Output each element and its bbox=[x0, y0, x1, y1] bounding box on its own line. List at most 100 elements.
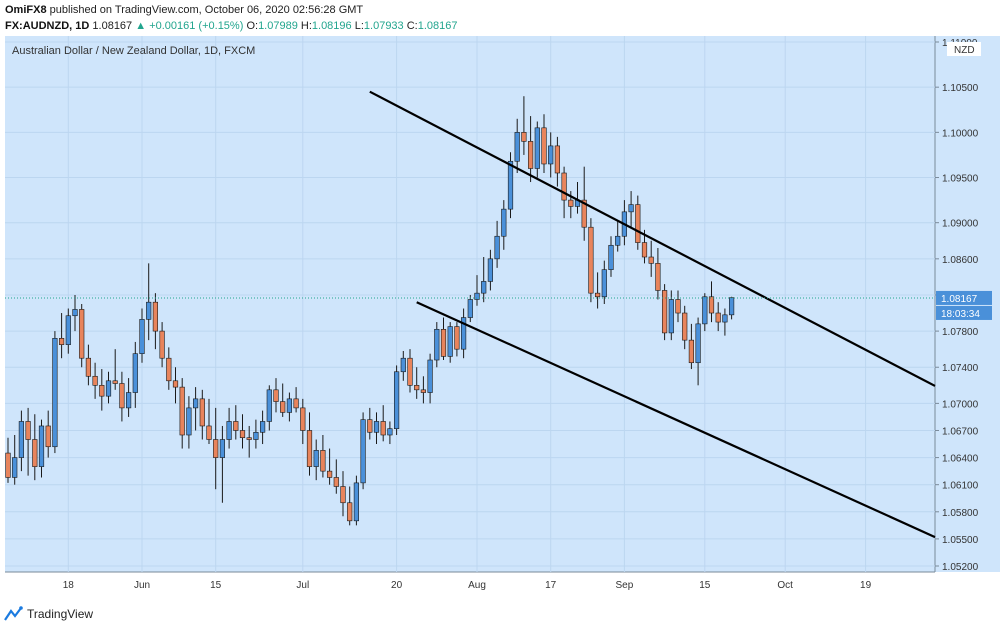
x-tick-label: Jul bbox=[296, 580, 309, 591]
candle-body bbox=[219, 439, 226, 458]
candle-body bbox=[454, 326, 460, 350]
candle-body bbox=[387, 428, 393, 436]
candle-body bbox=[286, 398, 293, 413]
candle-body bbox=[527, 141, 534, 169]
candle-body bbox=[259, 421, 266, 433]
candle-body bbox=[514, 132, 520, 162]
x-tick-label: Sep bbox=[616, 580, 634, 591]
candle-body bbox=[58, 338, 65, 345]
x-tick-label: 17 bbox=[545, 580, 557, 591]
x-tick-label: Jun bbox=[134, 580, 150, 591]
candle-body bbox=[420, 389, 427, 393]
candle-body bbox=[393, 371, 400, 429]
candle-body bbox=[695, 323, 701, 364]
candle-body bbox=[25, 421, 31, 440]
grid bbox=[5, 36, 935, 572]
candle-body bbox=[239, 430, 246, 439]
low-label: L: bbox=[354, 20, 364, 32]
y-tick-label: 1.09000 bbox=[942, 219, 979, 230]
x-tick-label: Oct bbox=[777, 580, 793, 591]
published-text: published on TradingView.com, October 06… bbox=[49, 4, 364, 16]
candle-body bbox=[18, 421, 25, 458]
candle-body bbox=[507, 160, 514, 210]
y-tick-label: 1.07400 bbox=[942, 363, 979, 374]
price-tag-text: 1.08167 bbox=[941, 294, 978, 305]
y-tick-label: 1.10500 bbox=[942, 83, 979, 94]
candle-body bbox=[273, 389, 279, 402]
y-tick-label: 1.06400 bbox=[942, 454, 979, 465]
countdown-bg bbox=[936, 305, 992, 320]
candle-body bbox=[728, 297, 735, 316]
candle-body bbox=[132, 353, 138, 393]
candle-body bbox=[541, 127, 547, 165]
candle-body bbox=[340, 486, 346, 504]
publisher-name[interactable]: OmiFX8 bbox=[5, 4, 47, 16]
symbol: FX:AUDNZD, 1D bbox=[5, 20, 90, 32]
candle-body bbox=[347, 502, 353, 522]
candle-body bbox=[588, 226, 594, 294]
open-value: 1.07989 bbox=[258, 20, 298, 32]
candle-body bbox=[460, 317, 467, 350]
candle-body bbox=[139, 319, 145, 354]
trendline-lower[interactable] bbox=[416, 301, 936, 539]
candle-body bbox=[407, 357, 413, 386]
candle-body bbox=[92, 375, 98, 386]
candle-body bbox=[715, 312, 721, 323]
candle-body bbox=[179, 386, 185, 436]
candle-body bbox=[112, 380, 118, 384]
candle-body bbox=[65, 315, 71, 345]
chart-title: Australian Dollar / New Zealand Dollar, … bbox=[12, 45, 255, 57]
candle-body bbox=[675, 299, 681, 314]
candle-body bbox=[373, 421, 380, 433]
price-tag: 1.08167 18:03:34 bbox=[936, 290, 992, 320]
candle-body bbox=[306, 430, 313, 467]
candle-body bbox=[648, 256, 654, 264]
x-tick-label: Aug bbox=[468, 580, 486, 591]
candle-body bbox=[668, 299, 674, 334]
candle-body bbox=[427, 359, 433, 393]
currency-box bbox=[947, 42, 981, 56]
price-chart[interactable]: 1.110001.105001.100001.095001.090001.086… bbox=[0, 36, 1000, 600]
candle-body bbox=[159, 330, 165, 359]
candle-body bbox=[568, 199, 574, 207]
footer: TradingView bbox=[4, 605, 93, 623]
candle-body bbox=[253, 431, 259, 440]
candle-body bbox=[635, 204, 641, 243]
candle-body bbox=[266, 389, 272, 422]
candle-body bbox=[474, 292, 480, 300]
candle-body bbox=[280, 401, 286, 413]
candle-body bbox=[655, 263, 661, 291]
candle-body bbox=[146, 301, 152, 320]
y-tick-label: 1.09500 bbox=[942, 174, 979, 185]
candle-body bbox=[601, 269, 607, 298]
candle-body bbox=[548, 145, 554, 165]
last-price: 1.08167 bbox=[92, 20, 133, 32]
candle-body bbox=[722, 314, 728, 323]
candle-body bbox=[440, 328, 447, 357]
candle-body bbox=[447, 326, 453, 357]
ohlc-line: FX:AUDNZD, 1D 1.08167 ▲ +0.00161 (+0.15%… bbox=[5, 18, 995, 34]
candle-body bbox=[213, 439, 219, 458]
y-tick-label: 1.07000 bbox=[942, 399, 979, 410]
candle-body bbox=[367, 419, 373, 433]
y-tick-label: 1.05500 bbox=[942, 535, 979, 546]
candle-body bbox=[45, 425, 51, 448]
up-arrow-icon: ▲ bbox=[135, 20, 147, 32]
trendline-upper[interactable] bbox=[369, 90, 936, 387]
candle-body bbox=[708, 296, 715, 314]
candle-body bbox=[193, 398, 199, 409]
time-axis[interactable]: 18 Jun 15 Jul 20 Aug 17 Sep 15 Oct 19 bbox=[63, 580, 872, 591]
open-label: O: bbox=[246, 20, 259, 32]
y-tick-label: 1.07800 bbox=[942, 327, 979, 338]
candle-body bbox=[554, 145, 560, 174]
candle-body bbox=[12, 457, 18, 478]
y-tick-label: 1.06700 bbox=[942, 426, 979, 437]
candle-body bbox=[615, 235, 621, 246]
candle-body bbox=[380, 421, 386, 436]
candle-body bbox=[152, 301, 159, 332]
footer-brand[interactable]: TradingView bbox=[27, 607, 94, 621]
candle-body bbox=[79, 309, 85, 359]
candle-body bbox=[333, 477, 339, 487]
publish-line: OmiFX8 published on TradingView.com, Oct… bbox=[5, 2, 995, 18]
candle-body bbox=[206, 425, 212, 440]
